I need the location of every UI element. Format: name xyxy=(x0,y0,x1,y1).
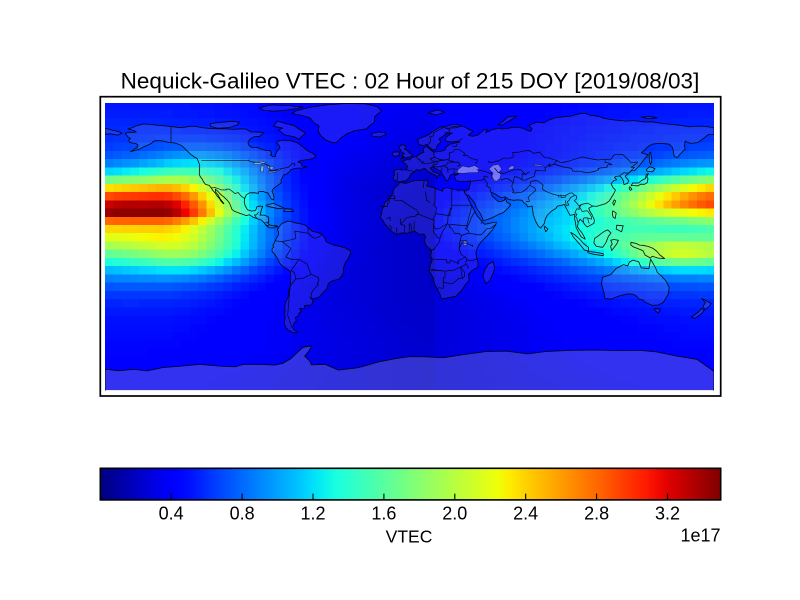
svg-text:Nequick-Galileo VTEC : 02 Hour: Nequick-Galileo VTEC : 02 Hour of 215 DO… xyxy=(121,69,700,94)
svg-text:0.4: 0.4 xyxy=(159,504,184,524)
svg-text:0.8: 0.8 xyxy=(230,504,255,524)
svg-text:2.8: 2.8 xyxy=(584,504,609,524)
svg-text:VTEC: VTEC xyxy=(386,526,433,546)
svg-text:1.2: 1.2 xyxy=(300,504,325,524)
svg-text:2.0: 2.0 xyxy=(442,504,467,524)
svg-text:1e17: 1e17 xyxy=(680,526,720,546)
svg-text:3.2: 3.2 xyxy=(655,504,680,524)
svg-text:1.6: 1.6 xyxy=(371,504,396,524)
svg-text:2.4: 2.4 xyxy=(513,504,538,524)
